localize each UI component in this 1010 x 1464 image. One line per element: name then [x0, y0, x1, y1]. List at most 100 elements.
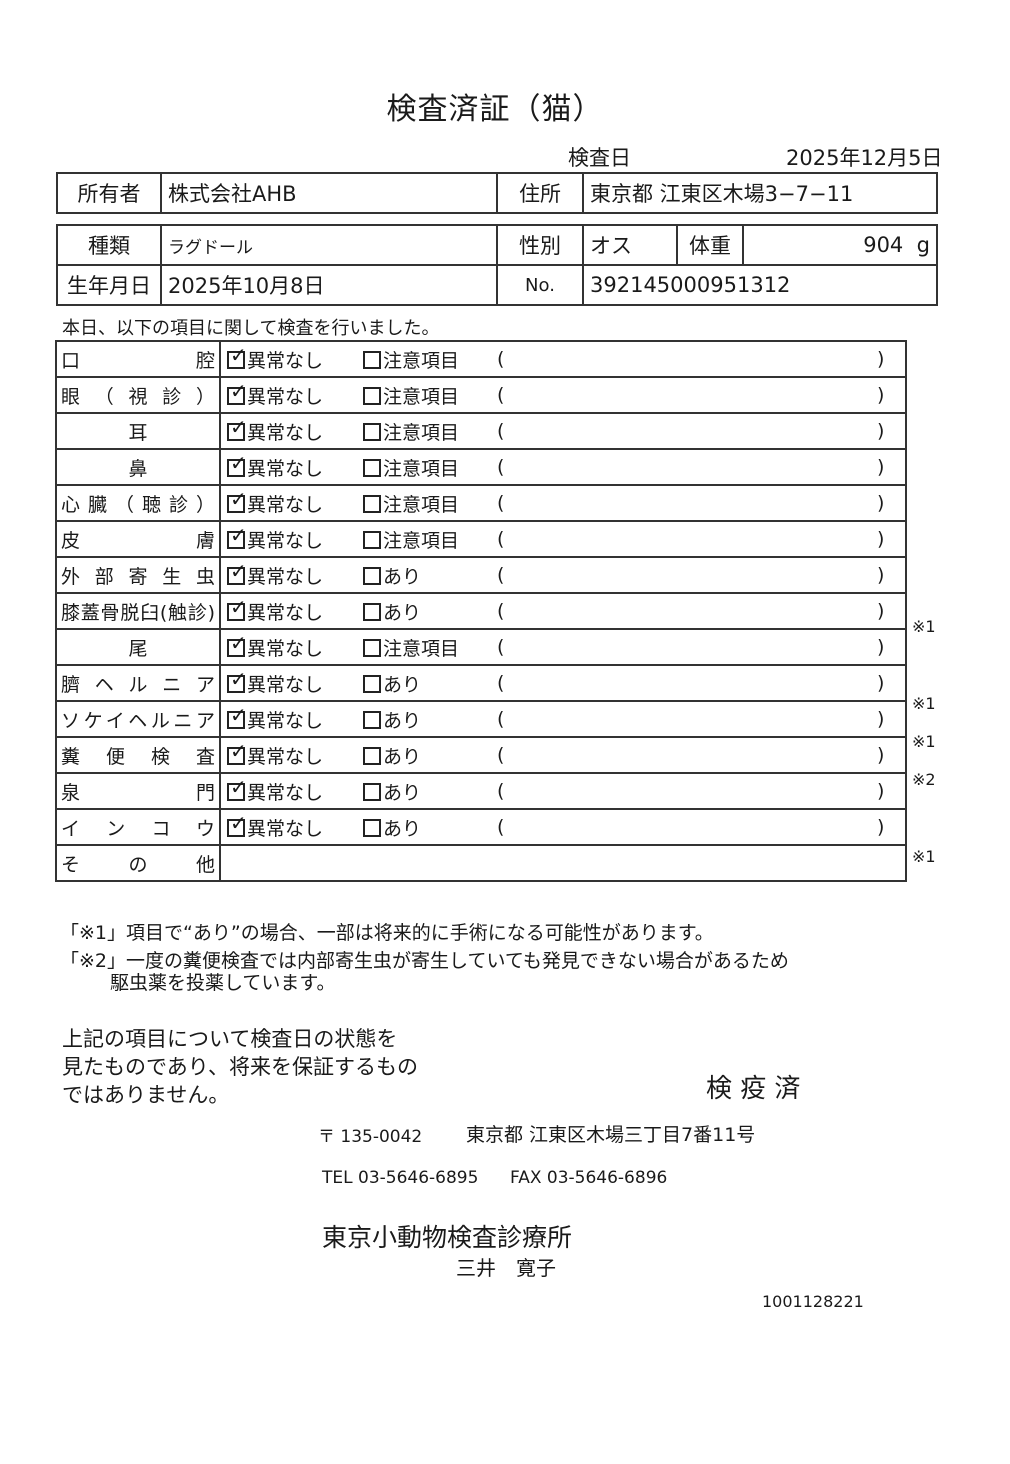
checkbox-normal[interactable]: ✓: [227, 523, 247, 549]
checkbox-normal[interactable]: ✓: [227, 415, 247, 441]
comment-close: ): [877, 348, 885, 370]
checkbox-alt[interactable]: [363, 819, 381, 837]
footnote-2-cont: 駆虫薬を投薬しています。: [110, 972, 336, 994]
comment-open: (: [497, 456, 505, 478]
checkbox-alt[interactable]: [363, 747, 381, 765]
normal-label: 異常なし: [247, 493, 324, 516]
alt-option[interactable]: 注意項目: [363, 634, 497, 661]
checkbox-alt[interactable]: [363, 351, 381, 369]
checkbox-normal[interactable]: ✓: [227, 379, 247, 405]
checkbox-normal[interactable]: ✓: [227, 487, 247, 513]
normal-option[interactable]: ✓ 異常なし: [227, 487, 363, 517]
footnote-mark: ※2: [912, 770, 936, 790]
normal-label: 異常なし: [247, 385, 324, 408]
checkbox-normal[interactable]: ✓: [227, 667, 247, 693]
checkbox-alt[interactable]: [363, 387, 381, 405]
alt-option[interactable]: 注意項目: [363, 346, 497, 373]
other-comment[interactable]: [219, 844, 907, 882]
item-result: ✓ 異常なし あり ( ): [219, 700, 907, 738]
weight-value: 904: [863, 233, 904, 257]
checkbox-normal[interactable]: ✓: [227, 739, 247, 765]
item-label: 心臓（聴診）: [55, 484, 221, 522]
alt-option[interactable]: あり: [363, 598, 497, 625]
footnote-mark: ※1: [912, 732, 936, 751]
normal-option[interactable]: ✓ 異常なし: [227, 667, 363, 697]
item-result: ✓ 異常なし あり ( ): [219, 664, 907, 702]
disclaimer-line: 上記の項目について検査日の状態を: [62, 1027, 398, 1051]
item-result: ✓ 異常なし 注意項目 ( ): [219, 484, 907, 522]
inspection-row: 尾 ✓ 異常なし 注意項目 ( ): [55, 628, 907, 666]
checkbox-normal[interactable]: ✓: [227, 775, 247, 801]
alt-option[interactable]: あり: [363, 670, 497, 697]
alt-option[interactable]: 注意項目: [363, 490, 497, 517]
comment-open: (: [497, 780, 505, 802]
item-label: 糞便検査: [55, 736, 221, 774]
normal-option[interactable]: ✓ 異常なし: [227, 631, 363, 661]
alt-option[interactable]: 注意項目: [363, 454, 497, 481]
normal-option[interactable]: ✓ 異常なし: [227, 523, 363, 553]
normal-option[interactable]: ✓ 異常なし: [227, 451, 363, 481]
checkmark-icon: ✓: [230, 631, 247, 655]
normal-option[interactable]: ✓ 異常なし: [227, 559, 363, 589]
alt-option[interactable]: あり: [363, 742, 497, 769]
normal-option[interactable]: ✓ 異常なし: [227, 595, 363, 625]
normal-option[interactable]: ✓ 異常なし: [227, 379, 363, 409]
comment-close: ): [877, 564, 885, 586]
checkmark-icon: ✓: [230, 811, 247, 835]
checkbox-alt[interactable]: [363, 495, 381, 513]
alt-option[interactable]: 注意項目: [363, 382, 497, 409]
checkbox-normal[interactable]: ✓: [227, 343, 247, 369]
inspection-row: インコウ ✓ 異常なし あり ( ): [55, 808, 907, 846]
normal-option[interactable]: ✓ 異常なし: [227, 775, 363, 805]
checkmark-icon: ✓: [230, 559, 247, 583]
checkbox-alt[interactable]: [363, 783, 381, 801]
alt-option[interactable]: 注意項目: [363, 526, 497, 553]
checkbox-normal[interactable]: ✓: [227, 595, 247, 621]
checkbox-normal[interactable]: ✓: [227, 631, 247, 657]
no-value: 392145000951312: [582, 264, 938, 306]
checkbox-alt[interactable]: [363, 675, 381, 693]
alt-option[interactable]: 注意項目: [363, 418, 497, 445]
alt-option[interactable]: あり: [363, 778, 497, 805]
disclaimer-line: 見たものであり、将来を保証するもの: [62, 1055, 418, 1079]
checkbox-alt[interactable]: [363, 639, 381, 657]
comment-close: ): [877, 528, 885, 550]
normal-option[interactable]: ✓ 異常なし: [227, 343, 363, 373]
alt-option[interactable]: あり: [363, 562, 497, 589]
checkbox-alt[interactable]: [363, 459, 381, 477]
checkbox-normal[interactable]: ✓: [227, 559, 247, 585]
checkbox-alt[interactable]: [363, 531, 381, 549]
alt-option[interactable]: あり: [363, 814, 497, 841]
checkbox-alt[interactable]: [363, 567, 381, 585]
normal-option[interactable]: ✓ 異常なし: [227, 739, 363, 769]
checkbox-normal[interactable]: ✓: [227, 703, 247, 729]
item-label: 泉門: [55, 772, 221, 810]
checkbox-alt[interactable]: [363, 603, 381, 621]
alt-label: 注意項目: [383, 421, 460, 444]
footnote-mark: ※1: [912, 617, 936, 637]
normal-option[interactable]: ✓ 異常なし: [227, 703, 363, 733]
comment-open: (: [497, 600, 505, 622]
alt-label: あり: [383, 709, 422, 732]
comment-open: (: [497, 744, 505, 766]
normal-label: 異常なし: [247, 349, 324, 372]
inspection-row: 耳 ✓ 異常なし 注意項目 ( ): [55, 412, 907, 450]
normal-option[interactable]: ✓ 異常なし: [227, 415, 363, 445]
inspection-row: 臍ヘルニア ✓ 異常なし あり ( ): [55, 664, 907, 702]
checkmark-icon: ✓: [230, 703, 247, 727]
inspection-row: 泉門 ✓ 異常なし あり ( ): [55, 772, 907, 810]
normal-label: 異常なし: [247, 601, 324, 624]
checkmark-icon: ✓: [230, 739, 247, 763]
checkbox-normal[interactable]: ✓: [227, 811, 247, 837]
normal-label: 異常なし: [247, 529, 324, 552]
normal-option[interactable]: ✓ 異常なし: [227, 811, 363, 841]
alt-label: 注意項目: [383, 493, 460, 516]
item-result: ✓ 異常なし 注意項目 ( ): [219, 448, 907, 486]
checkbox-alt[interactable]: [363, 711, 381, 729]
checkmark-icon: ✓: [230, 775, 247, 799]
checkbox-alt[interactable]: [363, 423, 381, 441]
item-label: 眼（視診）: [55, 376, 221, 414]
normal-label: 異常なし: [247, 457, 324, 480]
alt-option[interactable]: あり: [363, 706, 497, 733]
checkbox-normal[interactable]: ✓: [227, 451, 247, 477]
